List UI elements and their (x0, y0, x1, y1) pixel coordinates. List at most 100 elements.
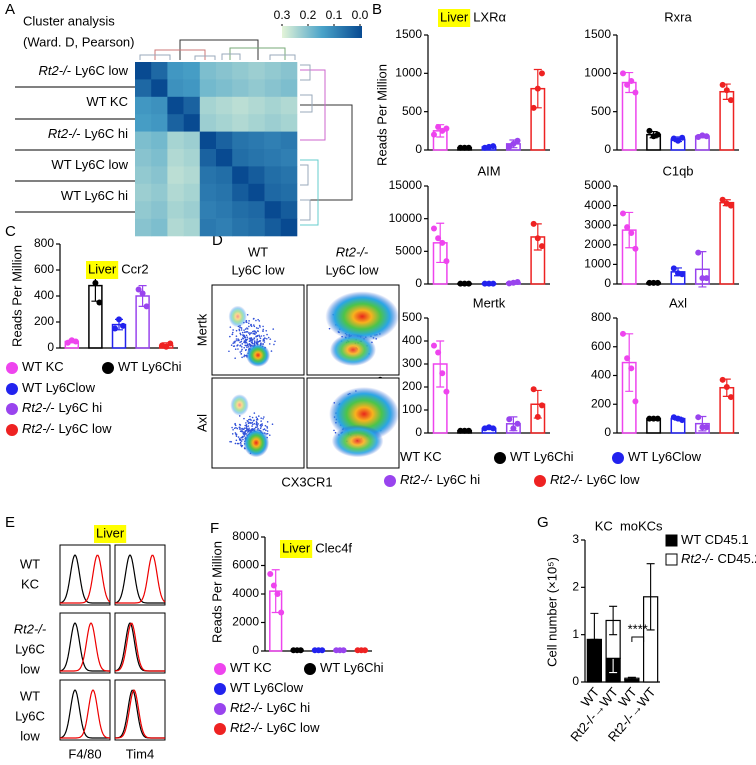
y-tick-label: 0 (415, 425, 422, 439)
flow-event (237, 442, 240, 445)
data-point (457, 144, 464, 151)
flow-event (250, 422, 252, 425)
y-tick-label: 1 (572, 627, 579, 641)
flow-event (232, 329, 234, 331)
flow-event (256, 341, 259, 344)
heatmap-cell (216, 218, 233, 237)
chart-title: AIM (477, 163, 500, 178)
data-point (430, 131, 437, 138)
histogram-row-label: KC (21, 576, 39, 591)
heatmap-cell (151, 149, 168, 167)
heatmap-cell (151, 218, 168, 237)
y-tick-label: 0 (604, 276, 611, 290)
flow-event (240, 346, 243, 348)
flow-event (252, 318, 255, 320)
flow-event (247, 425, 250, 427)
flow-event (235, 433, 237, 436)
heatmap-cell (280, 114, 298, 132)
flow-event (245, 341, 248, 344)
heatmap-cell (232, 131, 249, 150)
flow-event (269, 338, 272, 340)
legend-label-text: WT CD45.1 (681, 532, 749, 547)
heatmap-cell (183, 114, 201, 132)
legend-label: Rt2-/- CD45.2 (681, 551, 756, 566)
heatmap-cell (232, 166, 249, 185)
flow-event (243, 433, 245, 436)
heatmap-cell (183, 149, 201, 167)
heatmap-cell (232, 62, 249, 80)
flow-row-label: Mertk (194, 313, 209, 346)
flow-event (247, 322, 250, 325)
row-label: WT KC (86, 94, 128, 109)
legend-label-text: Ly6C hi (59, 400, 103, 415)
flow-event (229, 326, 232, 328)
flow-event (258, 324, 261, 327)
data-point (143, 303, 150, 310)
heatmap-cell (280, 183, 298, 202)
flow-event (264, 424, 267, 427)
data-point (530, 386, 537, 393)
heatmap-cell (280, 166, 298, 185)
flow-event (268, 343, 271, 345)
heatmap-cell (280, 149, 298, 167)
flow-density (330, 333, 376, 366)
flow-plot (306, 284, 400, 376)
data-point (139, 290, 146, 297)
data-point (703, 424, 710, 431)
data-point (319, 647, 326, 654)
flow-event (261, 423, 263, 425)
data-point (538, 402, 545, 409)
data-point (619, 70, 626, 77)
flow-event (246, 428, 249, 430)
flow-density (331, 424, 384, 458)
legend-label-text: WT Ly6Clow (628, 449, 702, 464)
data-point (624, 81, 631, 88)
y-tick-label: 0 (572, 674, 579, 688)
data-point (679, 134, 686, 141)
data-point (457, 280, 464, 287)
flow-event (243, 341, 245, 344)
flow-event (250, 325, 253, 327)
flow-event (252, 330, 254, 333)
y-tick-label: 15000 (389, 178, 423, 192)
data-point (654, 131, 661, 138)
flow-event (242, 335, 245, 337)
flow-event (248, 337, 251, 340)
legend-label: Rt2-/- Ly6C hi (400, 472, 480, 487)
data-point (703, 275, 710, 282)
y-tick-label: 3000 (584, 217, 611, 231)
heatmap-cell (216, 149, 233, 167)
flow-event (253, 337, 255, 340)
legend-marker (214, 663, 226, 675)
heatmap-cell (248, 149, 265, 167)
flow-column-label: Ly6C low (232, 262, 286, 277)
y-axis-label: Reads Per Million (374, 64, 389, 166)
histogram-stain (115, 554, 166, 604)
data-point (435, 349, 442, 356)
y-tick-label: 400 (402, 333, 422, 347)
heatmap-cell (183, 183, 201, 202)
heatmap-cell (151, 131, 168, 150)
flow-event (252, 332, 254, 335)
highlight-box (280, 540, 313, 558)
data-point (534, 413, 541, 420)
flow-event (244, 328, 247, 330)
y-tick-label: 1000 (395, 66, 422, 80)
flow-event (246, 346, 248, 349)
flow-event (243, 335, 246, 338)
histogram-control (59, 689, 110, 739)
flow-event (253, 422, 256, 425)
flow-event (235, 338, 238, 340)
data-point (646, 127, 653, 134)
y-tick-label: 0 (415, 276, 422, 290)
flow-event (236, 442, 239, 445)
heatmap-cell (248, 218, 265, 237)
data-point (461, 280, 468, 287)
y-axis-label: Reads Per Million (9, 245, 24, 347)
flow-event (240, 340, 243, 343)
flow-event (246, 331, 249, 333)
y-tick-label: 4000 (584, 198, 611, 212)
legend-label: Rt2-/- Ly6C low (22, 421, 112, 436)
heatmap-cell (280, 62, 298, 80)
histogram-row-label: Rt2-/- (14, 621, 47, 636)
